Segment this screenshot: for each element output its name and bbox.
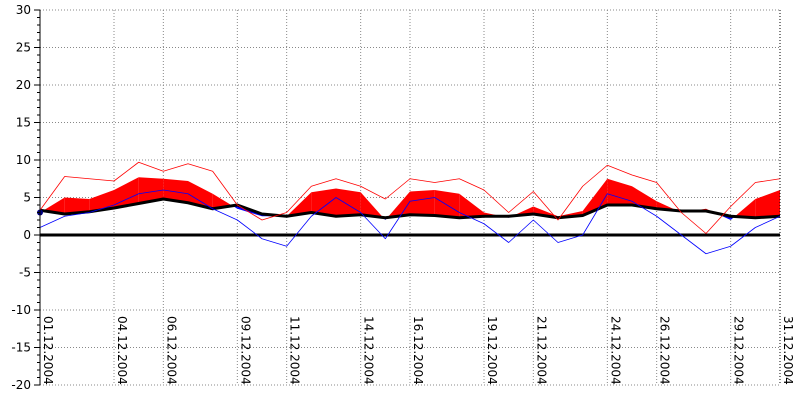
warm-anomaly-area bbox=[755, 190, 780, 218]
warm-anomaly-area bbox=[311, 188, 336, 217]
min-line bbox=[39, 189, 781, 255]
warm-anomaly-area bbox=[188, 181, 213, 209]
x-tick-label: 21.12.2004 bbox=[534, 316, 548, 385]
normal-line bbox=[39, 197, 781, 220]
axis-layer: 30 25 20 15 10 5 0 -5 -10 -15 -20 01.12.2004 04.12.2… bbox=[11, 3, 795, 392]
y-tick-label: -15 bbox=[11, 341, 31, 355]
x-tick-label: 11.12.2004 bbox=[288, 316, 302, 385]
warm-anomaly-area bbox=[360, 192, 384, 218]
y-tick-label: 0 bbox=[23, 228, 31, 242]
warm-anomaly-area bbox=[434, 190, 460, 218]
max-line bbox=[39, 161, 781, 234]
warm-anomaly-area bbox=[42, 197, 65, 214]
warm-anomaly-area bbox=[286, 192, 312, 217]
warm-anomaly-area bbox=[64, 197, 90, 214]
x-tick-label: 31.12.2004 bbox=[781, 316, 795, 385]
warm-anomaly-area bbox=[459, 193, 484, 218]
warm-anomaly-area bbox=[387, 191, 410, 218]
x-tick-label: 06.12.2004 bbox=[164, 316, 178, 385]
warm-anomaly-area bbox=[89, 190, 114, 212]
y-tick-label: 15 bbox=[16, 116, 31, 130]
line-layer bbox=[37, 161, 781, 255]
warm-anomaly-area bbox=[632, 186, 657, 209]
x-tick-label: 14.12.2004 bbox=[362, 316, 376, 385]
y-tick-label: 20 bbox=[16, 78, 31, 92]
warm-anomaly-area bbox=[410, 190, 435, 216]
warm-anomaly-area bbox=[114, 177, 139, 208]
area-layer bbox=[40, 177, 780, 220]
y-tick-label: 30 bbox=[16, 3, 31, 17]
y-tick-label: -5 bbox=[19, 266, 31, 280]
x-tick-label: 04.12.2004 bbox=[115, 316, 129, 385]
y-tick-label: 25 bbox=[16, 41, 31, 55]
y-tick-label: 5 bbox=[23, 191, 31, 205]
x-tick-label: 01.12.2004 bbox=[41, 316, 55, 385]
y-tick-label: -20 bbox=[11, 378, 31, 392]
x-tick-label: 09.12.2004 bbox=[238, 316, 252, 385]
warm-anomaly-area bbox=[138, 177, 164, 204]
warm-anomaly-area bbox=[607, 178, 632, 205]
y-tick-label: 10 bbox=[16, 153, 31, 167]
warm-anomaly-area bbox=[734, 199, 756, 218]
x-tick-label: 16.12.2004 bbox=[411, 316, 425, 385]
warm-anomaly-area bbox=[163, 178, 188, 203]
x-tick-label: 29.12.2004 bbox=[732, 316, 746, 385]
warm-anomaly-area bbox=[336, 188, 361, 217]
x-tick-label: 19.12.2004 bbox=[485, 316, 499, 385]
x-tick-label: 26.12.2004 bbox=[658, 316, 672, 385]
x-tick-label: 24.12.2004 bbox=[608, 316, 622, 385]
y-tick-label: -10 bbox=[11, 303, 31, 317]
